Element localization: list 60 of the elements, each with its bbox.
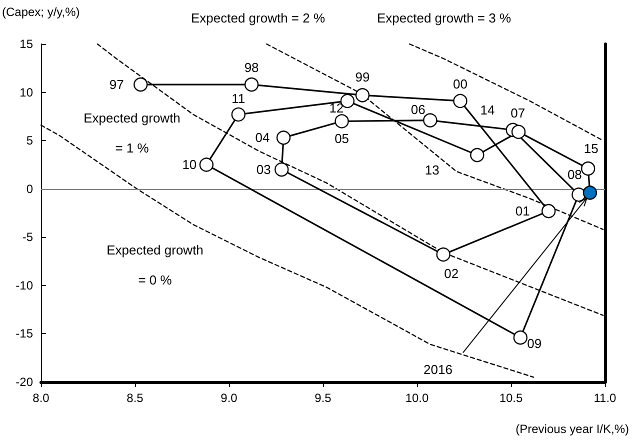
annotation: 07 — [510, 105, 526, 120]
annotation: 2016 — [424, 362, 452, 378]
point — [423, 113, 438, 128]
point — [572, 188, 586, 202]
annotation: 05 — [334, 130, 350, 146]
line-series — [408, 43, 604, 142]
y-tick-label: 10 — [20, 85, 34, 100]
x-tick-label: 8.5 — [126, 391, 144, 405]
point — [511, 124, 526, 139]
annotation: 98 — [244, 60, 259, 76]
annotation: 97 — [109, 77, 124, 92]
annotation: 15 — [584, 141, 598, 156]
point — [580, 161, 596, 176]
point — [231, 107, 246, 122]
annotation: 06 — [410, 102, 426, 117]
annotation: 01 — [515, 204, 530, 219]
x-tick-label: 9.5 — [314, 391, 332, 405]
annotation: 00 — [453, 76, 468, 92]
point — [244, 77, 259, 92]
point — [513, 330, 528, 345]
text: Expected growth = 3 % — [376, 10, 512, 26]
y-tick-label: 0 — [26, 182, 34, 196]
x-tick-label: 8.0 — [32, 391, 50, 405]
x-tick-label: 11.0 — [594, 391, 617, 405]
point — [582, 186, 598, 200]
x-tick-label: 10.5 — [499, 391, 523, 405]
point — [276, 130, 291, 145]
point — [436, 247, 450, 262]
annotation: 13 — [424, 162, 440, 178]
point — [199, 158, 214, 172]
point — [134, 77, 148, 92]
y-axis-title: (Capex; y/y,%) — [2, 5, 80, 19]
annotation: 10 — [182, 157, 197, 172]
annotation: 09 — [527, 336, 542, 352]
annotation: 08 — [567, 167, 582, 182]
x-axis-title: (Previous year I/K,%) — [516, 422, 630, 436]
y-tick-label: 15 — [20, 37, 34, 51]
y-tick-label: -10 — [16, 278, 34, 292]
annotation: 04 — [255, 130, 270, 146]
annotation: Expected growth = 0 % — [106, 242, 204, 288]
text: Expected growth = 2 % — [190, 10, 326, 26]
annotation: 14 — [480, 102, 495, 118]
point — [355, 88, 370, 102]
point — [334, 114, 349, 128]
point — [542, 204, 556, 218]
x-tick-label: 10.0 — [405, 391, 429, 405]
annotation: Expected growth = 1 % — [84, 110, 180, 156]
annotation: 12 — [329, 100, 344, 116]
y-tick-label: -15 — [16, 326, 34, 341]
point — [453, 94, 468, 108]
point — [470, 148, 484, 162]
point — [274, 162, 289, 177]
annotation: 11 — [232, 90, 246, 106]
y-tick-label: -5 — [22, 230, 34, 244]
x-tick-label: 9.0 — [220, 391, 238, 405]
y-tick-label: 5 — [26, 134, 34, 148]
annotation: 99 — [355, 70, 370, 85]
annotation: 02 — [444, 266, 459, 282]
y-tick-label: -20 — [16, 375, 34, 389]
annotation: 03 — [256, 162, 271, 178]
